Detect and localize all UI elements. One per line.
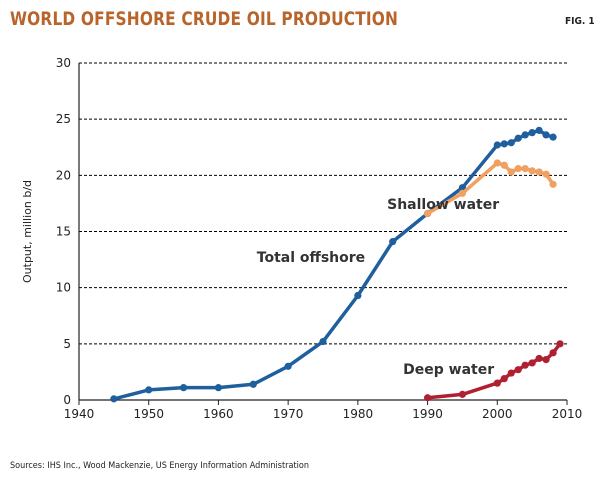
y-tick-label: 15 (56, 225, 71, 239)
annotation-deep-water: Deep water (403, 362, 494, 378)
data-point (556, 340, 564, 348)
data-point (319, 337, 327, 346)
series-total-offshore (110, 126, 557, 403)
data-point (521, 361, 529, 369)
data-point (535, 126, 543, 134)
y-tick-label: 0 (63, 393, 71, 407)
data-point (214, 384, 223, 392)
data-point (528, 129, 536, 137)
data-point (458, 189, 467, 197)
x-tick-label: 1950 (133, 407, 164, 421)
data-point (507, 369, 515, 377)
series-shallow-water (423, 159, 557, 218)
data-point (110, 395, 118, 403)
data-point (493, 379, 501, 387)
series-deep-water (423, 340, 564, 402)
data-point (521, 164, 529, 173)
x-tick-label: 1940 (64, 407, 95, 421)
axes (78, 63, 567, 401)
data-point (514, 134, 522, 142)
chart-title: WORLD OFFSHORE CRUDE OIL PRODUCTION (10, 8, 399, 30)
data-point (528, 167, 536, 175)
data-point (528, 359, 536, 367)
data-point (549, 349, 557, 357)
data-point (549, 180, 557, 188)
data-point (535, 168, 543, 176)
annotation-total-offshore: Total offshore (257, 250, 365, 266)
x-tick-label: 2000 (482, 407, 513, 421)
annotations: Total offshore Shallow water Deep water (257, 197, 499, 378)
data-point (423, 209, 432, 218)
y-axis-label: Output, million b/d (21, 180, 34, 283)
data-point (493, 159, 501, 167)
data-point (514, 366, 522, 374)
data-point (354, 291, 362, 300)
data-point (500, 161, 508, 169)
data-point (542, 170, 550, 178)
data-point (535, 354, 543, 363)
data-point (521, 131, 529, 139)
x-tick-label: 2010 (552, 407, 583, 421)
data-point (145, 386, 153, 394)
figure-label: FIG. 1 (565, 16, 595, 27)
data-point (500, 140, 508, 148)
y-tick-label: 5 (63, 337, 71, 351)
y-tick-labels: 0 5 10 15 20 25 30 (56, 56, 71, 407)
data-point (507, 168, 515, 176)
series-layer (110, 126, 564, 403)
data-point (179, 384, 188, 392)
data-point (284, 362, 292, 370)
x-tick-label: 1970 (273, 407, 304, 421)
data-point (493, 141, 501, 149)
y-tick-label: 25 (56, 112, 71, 126)
sources-note: Sources: IHS Inc., Wood Mackenzie, US En… (10, 461, 309, 471)
y-tick-label: 20 (56, 168, 71, 182)
x-tick-label: 1990 (412, 407, 443, 421)
data-point (542, 355, 550, 364)
x-tick-label: 1960 (203, 407, 234, 421)
data-point (249, 380, 257, 388)
y-tick-label: 30 (56, 56, 71, 70)
data-point (389, 238, 397, 246)
x-tick-labels: 1940 1950 1960 1970 1980 1990 2000 2010 (64, 400, 583, 421)
data-point (514, 164, 522, 173)
data-point (500, 375, 508, 383)
y-tick-label: 10 (56, 281, 71, 295)
annotation-shallow-water: Shallow water (387, 197, 499, 213)
data-point (423, 394, 432, 402)
data-point (458, 390, 467, 398)
data-point (549, 133, 557, 141)
data-point (507, 139, 515, 147)
data-point (542, 131, 550, 139)
x-tick-label: 1980 (343, 407, 374, 421)
